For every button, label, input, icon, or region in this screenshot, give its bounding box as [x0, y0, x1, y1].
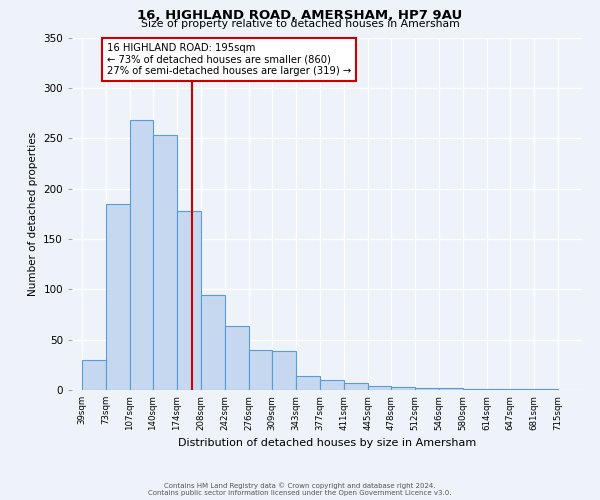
Text: 16 HIGHLAND ROAD: 195sqm
← 73% of detached houses are smaller (860)
27% of semi-: 16 HIGHLAND ROAD: 195sqm ← 73% of detach… [107, 42, 352, 76]
Bar [368, 386, 391, 390]
Bar [201, 296, 225, 390]
Text: Contains public sector information licensed under the Open Government Licence v3: Contains public sector information licen… [148, 490, 452, 496]
Text: Size of property relative to detached houses in Amersham: Size of property relative to detached ho… [140, 19, 460, 29]
Bar [272, 350, 296, 390]
Bar [415, 388, 439, 390]
Bar [320, 380, 344, 390]
Bar [510, 389, 534, 390]
Y-axis label: Number of detached properties: Number of detached properties [28, 132, 38, 296]
Text: Contains HM Land Registry data © Crown copyright and database right 2024.: Contains HM Land Registry data © Crown c… [164, 482, 436, 489]
Bar [439, 388, 463, 390]
Bar [463, 389, 487, 390]
X-axis label: Distribution of detached houses by size in Amersham: Distribution of detached houses by size … [178, 438, 476, 448]
Text: 16, HIGHLAND ROAD, AMERSHAM, HP7 9AU: 16, HIGHLAND ROAD, AMERSHAM, HP7 9AU [137, 9, 463, 22]
Bar [130, 120, 153, 390]
Bar [106, 204, 130, 390]
Bar [534, 389, 558, 390]
Bar [344, 383, 368, 390]
Bar [177, 210, 201, 390]
Bar [487, 389, 510, 390]
Bar [225, 326, 249, 390]
Bar [391, 387, 415, 390]
Bar [153, 135, 177, 390]
Bar [82, 360, 106, 390]
Bar [296, 376, 320, 390]
Bar [249, 350, 272, 390]
